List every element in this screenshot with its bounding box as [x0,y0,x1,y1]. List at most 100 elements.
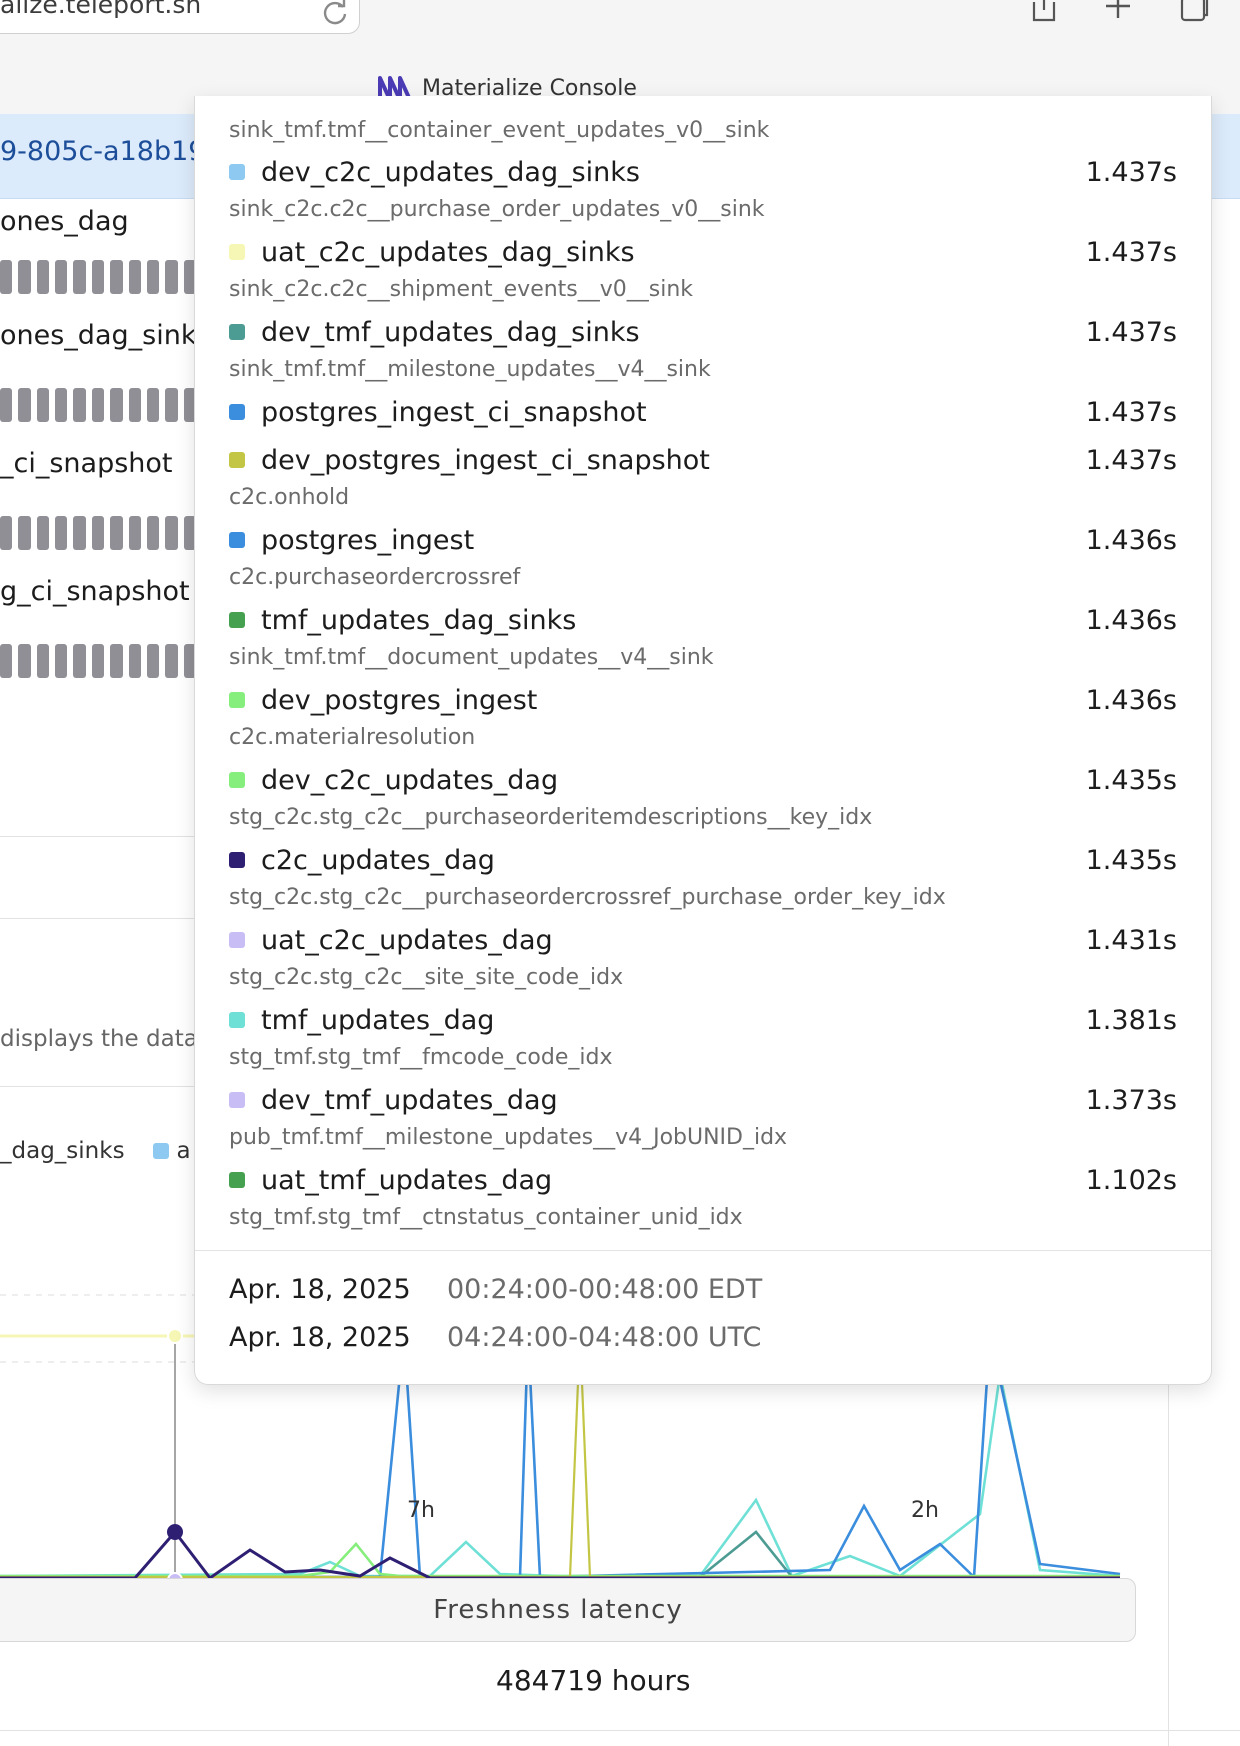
series-latency-value: 1.435s [1085,844,1177,876]
series-line-green [0,1542,1120,1578]
status-bar [55,516,68,550]
status-bar [73,644,86,678]
tooltip-entry: tmf_updates_dag 1.381s stg_tmf.stg_tmf__fm… [195,996,1211,1076]
series-object-name: sink_c2c.c2c__purchase_order_updates_v0_… [229,197,765,222]
status-bar [0,644,13,678]
address-bar-url[interactable]: alize.teleport.sh [0,0,202,19]
series-object-name: c2c.materialresolution [229,725,476,750]
legend-swatch [152,1143,169,1159]
divider [0,836,200,837]
chart-description: displays the datat [0,1026,207,1052]
reload-icon[interactable] [320,0,350,28]
object-name-2[interactable]: ones_dag_sinks [0,320,211,351]
series-color-swatch [229,692,245,708]
tooltip-entry: dev_postgres_ingest_ci_snapshot 1.437s c2c… [195,436,1211,516]
object-name-1[interactable]: ones_dag [0,206,129,237]
status-bar [73,388,86,422]
status-bar [128,644,141,678]
series-color-swatch [229,532,245,548]
status-bar [183,388,196,422]
new-tab-icon[interactable] [1100,0,1136,24]
tab-overview-icon[interactable] [1174,0,1210,24]
series-object-name: sink_c2c.c2c__shipment_events__v0__sink [229,277,694,302]
series-latency-value: 1.437s [1085,316,1177,348]
status-bar [36,516,50,550]
tooltip-entry: dev_tmf_updates_dag 1.373s pub_tmf.tmf__mi… [195,1076,1211,1156]
tooltip-entry: dev_c2c_updates_dag_sinks 1.437s sink_c2c.… [195,148,1211,228]
status-bar [128,260,141,294]
selected-object-id: 9-805c-a18b19 [0,136,206,167]
tooltip-time-range: 00:24:00-00:48:00 EDT [447,1274,763,1305]
status-bar [183,516,196,550]
series-name: dev_postgres_ingest [261,684,538,716]
tooltip-divider [195,1250,1211,1251]
tooltip-entry-main: dev_c2c_updates_dag_sinks 1.437s [229,148,1177,196]
tooltip-entry: uat_c2c_updates_dag 1.431s stg_c2c.stg_c2c… [195,916,1211,996]
panel-border [1168,1374,1169,1746]
object-name-4[interactable]: g_ci_snapshot [0,576,190,607]
freshness-hours-value: 484719 hours [496,1664,691,1697]
share-icon[interactable] [1026,0,1062,24]
tooltip-entry: tmf_updates_dag_sinks 1.436s sink_tmf.tmf_… [195,596,1211,676]
series-name: uat_c2c_updates_dag [261,924,553,956]
series-name: postgres_ingest_ci_snapshot [261,396,647,428]
tooltip-entry-main: dev_tmf_updates_dag 1.373s [229,1076,1177,1124]
series-name: tmf_updates_dag_sinks [261,604,577,636]
status-bar [55,260,68,294]
tooltip-entry-main: tmf_updates_dag_sinks 1.436s [229,596,1177,644]
series-object-name: c2c.purchaseordercrossref [229,565,521,590]
status-bar [165,644,178,678]
series-line-blue [0,1333,1121,1580]
series-color-swatch [229,772,245,788]
status-bar [165,260,178,294]
series-object-name: stg_tmf.stg_tmf__fmcode_code_idx [229,1045,613,1070]
status-bar [110,644,123,678]
legend-item-label[interactable]: a [176,1138,191,1164]
status-bar [110,260,123,294]
series-line-teal [0,1373,1121,1578]
object-name-3[interactable]: _ci_snapshot [0,448,173,479]
status-bar [110,388,123,422]
hover-point-navy [167,1524,183,1540]
status-bar [73,260,86,294]
status-bar [18,644,31,678]
series-object-name: stg_c2c.stg_c2c__site_site_code_idx [229,965,624,990]
address-bar[interactable] [0,0,360,34]
status-bar [146,516,160,550]
series-name: dev_c2c_updates_dag [261,764,559,796]
series-color-swatch [229,244,245,260]
status-bar [146,388,160,422]
series-color-swatch [229,852,245,868]
legend-item-label[interactable]: _dag_sinks [0,1138,125,1164]
series-name: tmf_updates_dag [261,1004,495,1036]
series-color-swatch [229,164,245,180]
status-bar [91,644,105,678]
tooltip-entry-main: uat_c2c_updates_dag 1.431s [229,916,1177,964]
freshness-latency-tab[interactable]: Freshness latency [0,1578,1136,1642]
tooltip-time-range: 04:24:00-04:48:00 UTC [447,1322,762,1353]
tooltip-entry-main: tmf_updates_dag 1.381s [229,996,1177,1044]
status-bar [36,644,50,678]
status-bar [91,388,105,422]
tooltip-time-local: Apr. 18, 2025 00:24:00-00:48:00 EDT [229,1274,762,1305]
tooltip-series-list: dev_c2c_updates_dag_sinks 1.437s sink_c2c.… [195,148,1211,1236]
status-bar [146,644,160,678]
series-name: dev_tmf_updates_dag [261,1084,558,1116]
x-tick-label: 2h [911,1498,939,1523]
tooltip-entry: uat_tmf_updates_dag 1.102s stg_tmf.stg_tmf… [195,1156,1211,1236]
divider [0,918,200,919]
tooltip-entry: dev_postgres_ingest 1.436s c2c.materialres… [195,676,1211,756]
tooltip-entry: dev_c2c_updates_dag 1.435s stg_c2c.stg_c2c… [195,756,1211,836]
tooltip-entry-main: dev_c2c_updates_dag 1.435s [229,756,1177,804]
divider [0,1730,1240,1731]
series-color-swatch [229,1092,245,1108]
status-bar [165,388,178,422]
series-object-name: stg_c2c.stg_c2c__purchaseorderitemdescri… [229,805,873,830]
status-bar [0,388,13,422]
series-latency-value: 1.436s [1085,524,1177,556]
tooltip-time-utc: Apr. 18, 2025 04:24:00-04:48:00 UTC [229,1322,761,1353]
series-latency-value: 1.435s [1085,764,1177,796]
series-latency-value: 1.102s [1085,1164,1177,1196]
status-bar [91,260,105,294]
tooltip-entry: dev_tmf_updates_dag_sinks 1.437s sink_tmf.… [195,308,1211,388]
